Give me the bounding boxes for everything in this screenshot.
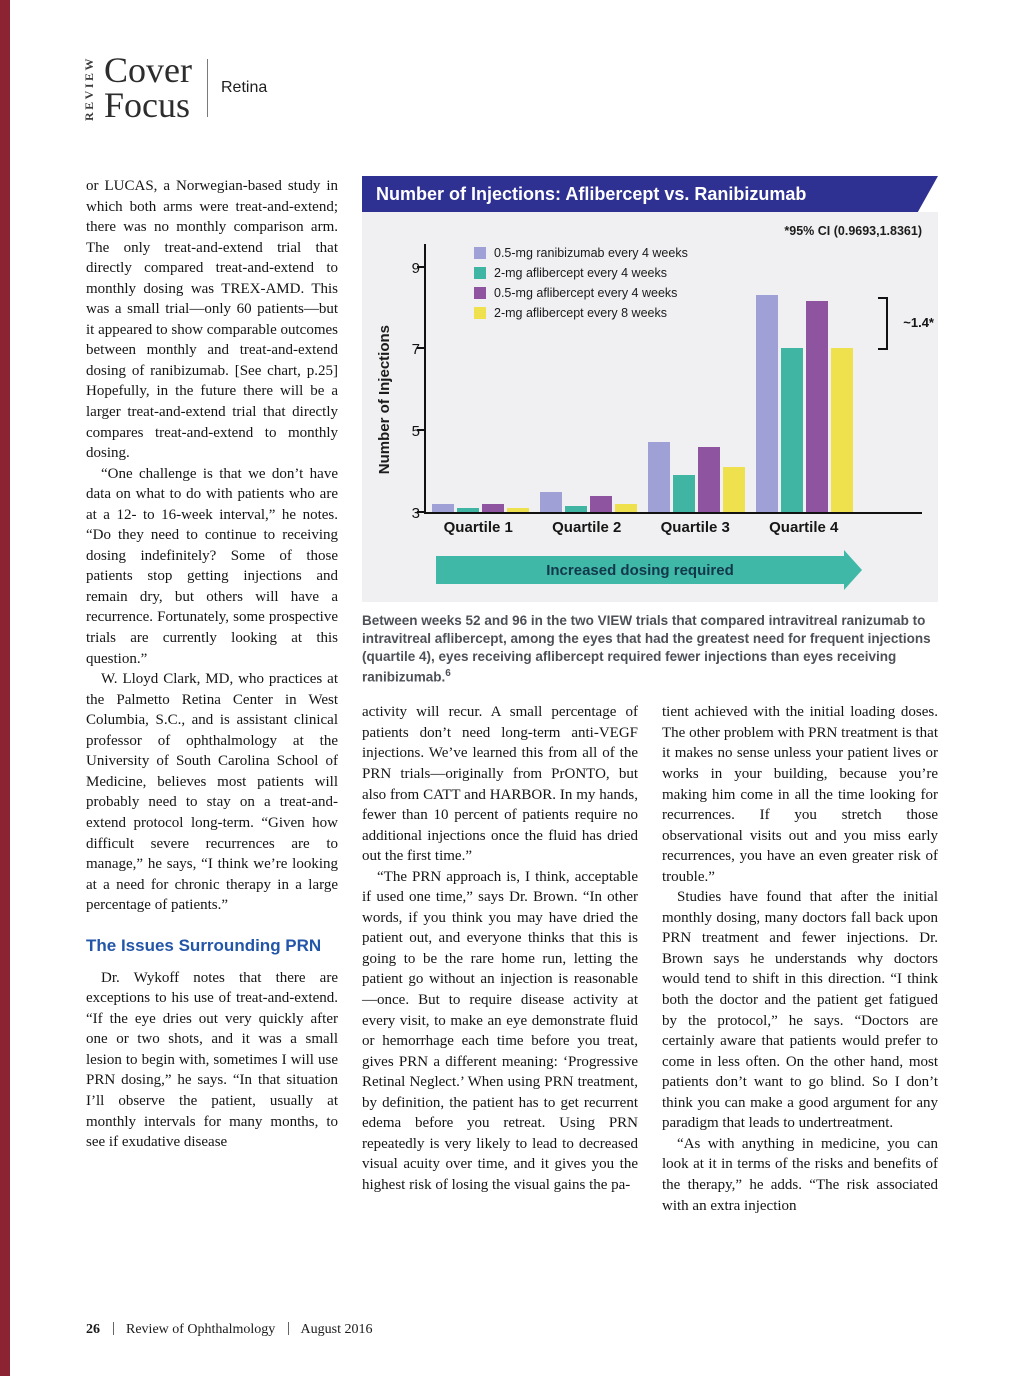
bar-group (642, 442, 750, 512)
paragraph: tient achieved with the initial loading … (662, 704, 938, 885)
plot-row: Number of Injections 3 5 7 9 0.5-mg ranibiz… (376, 244, 934, 522)
footer-separator (287, 1322, 289, 1335)
arrow-head-icon (843, 550, 862, 590)
legend-item: 2-mg aflibercept every 8 weeks (474, 306, 688, 320)
bar (697, 446, 720, 512)
arrow-body: Increased dosing required (436, 556, 844, 584)
bar (481, 503, 504, 512)
y-tick-labels: 3 5 7 9 (398, 244, 424, 522)
right-region: Number of Injections: Aflibercept vs. Ra… (362, 176, 938, 1216)
column-left: or LUCAS, a Norwegian-based study in whi… (86, 176, 338, 1216)
x-axis-label: Quartile 2 (552, 519, 622, 536)
legend-swatch-icon (474, 247, 486, 259)
bar (780, 348, 803, 512)
diff-bracket (878, 297, 888, 351)
y-tick-mark (417, 429, 424, 432)
bar (830, 348, 853, 512)
bar (456, 507, 479, 512)
y-tick-label: 9 (411, 259, 420, 277)
paragraph: “The PRN approach is, I think, acceptabl… (362, 868, 638, 1193)
x-axis-label: Quartile 1 (443, 519, 513, 536)
bar (431, 503, 454, 512)
article-body: or LUCAS, a Norwegian-based study in whi… (86, 176, 938, 1216)
bar (589, 495, 612, 512)
footer-separator (112, 1322, 114, 1335)
paragraph: or LUCAS, a Norwegian-based study in whi… (86, 178, 338, 462)
paragraph: “As with anything in medicine, you can l… (662, 1135, 938, 1214)
confidence-interval-note: *95% CI (0.9693,1.8361) (784, 224, 922, 238)
column-right: tient achieved with the initial loading … (662, 702, 938, 1216)
y-tick-mark (417, 511, 424, 513)
legend-label: 2-mg aflibercept every 4 weeks (494, 266, 667, 280)
bar (614, 503, 637, 512)
masthead-divider (206, 59, 208, 117)
bar-group (426, 503, 534, 512)
legend-label: 2-mg aflibercept every 8 weeks (494, 306, 667, 320)
chart-legend: 0.5-mg ranibizumab every 4 weeks 2-mg afl… (474, 246, 688, 326)
chart-body: *95% CI (0.9693,1.8361) Number of Inject… (362, 212, 938, 602)
bar (506, 507, 529, 512)
masthead-title: Cover Focus (104, 49, 192, 125)
legend-item: 0.5-mg aflibercept every 4 weeks (474, 286, 688, 300)
bar (805, 301, 828, 512)
arrow-label: Increased dosing required (546, 561, 734, 579)
legend-swatch-icon (474, 267, 486, 279)
y-axis-title: Number of Injections (376, 324, 393, 474)
masthead-review-vertical: REVIEW (82, 55, 96, 121)
y-tick-label: 5 (411, 423, 420, 441)
section-heading-prn: The Issues Surrounding PRN (86, 935, 322, 955)
chart-caption: Between weeks 52 and 96 in the two VIEW … (362, 612, 938, 686)
bar-group (534, 491, 642, 512)
paragraph: W. Lloyd Clark, MD, who practices at the… (86, 671, 338, 914)
legend-swatch-icon (474, 287, 486, 299)
x-axis-label: Quartile 4 (769, 519, 839, 536)
publication-name: Review of Ophthalmology (126, 1322, 276, 1337)
bar (539, 491, 562, 512)
left-edge-rule (0, 0, 10, 1376)
paragraph: “One challenge is that we don’t have dat… (86, 465, 338, 667)
plot-area: 0.5-mg ranibizumab every 4 weeks 2-mg afl… (417, 244, 934, 514)
chart-caption-reference: 6 (445, 667, 451, 679)
page-footer: 26 Review of Ophthalmology August 2016 (86, 1322, 373, 1338)
column-middle: activity will recur. A small percentage … (362, 702, 638, 1216)
injections-chart: Number of Injections: Aflibercept vs. Ra… (362, 176, 938, 602)
masthead-title-line2: Focus (104, 85, 191, 125)
y-tick-mark (417, 347, 424, 350)
chart-caption-text: Between weeks 52 and 96 in the two VIEW … (362, 613, 931, 685)
y-axis-title-wrap: Number of Injections (376, 244, 398, 514)
diff-label: ~1.4* (903, 314, 934, 330)
paragraph: Studies have found that after the initia… (662, 889, 938, 1132)
bar (672, 475, 695, 512)
chart-title-banner: Number of Injections: Aflibercept vs. Ra… (362, 176, 938, 212)
paragraph: Dr. Wykoff notes that there are exceptio… (86, 969, 338, 1151)
legend-label: 0.5-mg aflibercept every 4 weeks (494, 286, 678, 300)
y-tick-label: 7 (411, 341, 420, 359)
page-number: 26 (86, 1322, 100, 1337)
bar (647, 442, 670, 512)
issue-date: August 2016 (300, 1322, 373, 1337)
legend-label: 0.5-mg ranibizumab every 4 weeks (494, 246, 688, 260)
section-label: Retina (220, 79, 268, 96)
bar (722, 467, 745, 512)
masthead: REVIEW Cover Focus Retina (82, 50, 267, 126)
y-tick-label: 3 (411, 505, 420, 522)
legend-swatch-icon (474, 307, 486, 319)
legend-item: 2-mg aflibercept every 4 weeks (474, 266, 688, 280)
masthead-title-line1: Cover (104, 49, 192, 90)
bar-group (750, 295, 858, 512)
x-labels: Quartile 1 Quartile 2 Quartile 3 Quartile 4 (424, 519, 922, 536)
bar (755, 295, 778, 512)
bars-row (426, 244, 922, 512)
increased-dosing-arrow: Increased dosing required (436, 550, 862, 590)
lower-columns: activity will recur. A small percentage … (362, 702, 938, 1216)
paragraph: activity will recur. A small percentage … (362, 704, 638, 865)
y-tick-mark (417, 265, 424, 268)
legend-item: 0.5-mg ranibizumab every 4 weeks (474, 246, 688, 260)
bar (564, 505, 587, 512)
x-axis-label: Quartile 3 (660, 519, 730, 536)
